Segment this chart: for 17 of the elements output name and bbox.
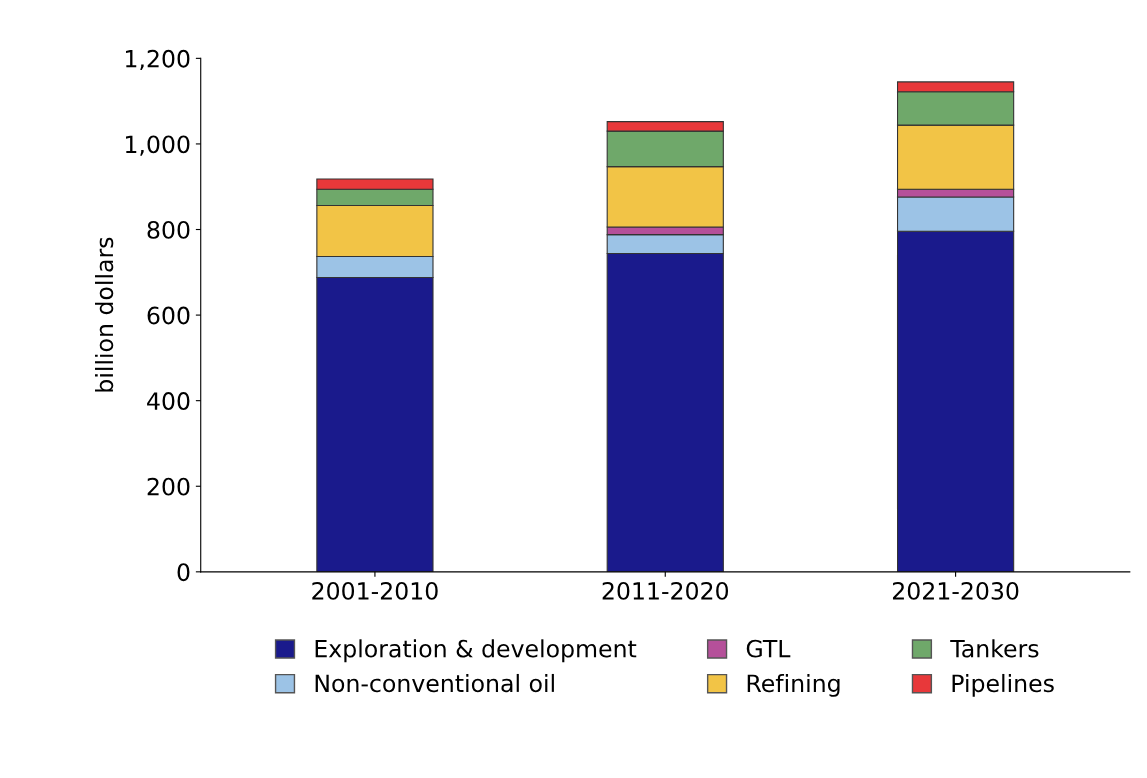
legend-label: Tankers — [950, 639, 1039, 658]
x-tick-label: 2011-2020 — [602, 581, 729, 600]
legend-label: Non-conventional oil — [315, 673, 554, 693]
y-tick-label: 400 — [147, 392, 190, 410]
y-tick-label: 600 — [147, 306, 190, 325]
y-tick-label: 1,000 — [126, 135, 190, 156]
y-tick-label: 200 — [147, 477, 190, 496]
legend-label: GTL — [746, 639, 791, 658]
y-tick-label: 1,200 — [126, 49, 190, 71]
legend-label: Pipelines — [952, 673, 1054, 697]
legend-label: Exploration & development — [315, 639, 637, 663]
y-tick-label: 0 — [177, 563, 190, 582]
x-tick-label: 2021-2030 — [892, 581, 1019, 600]
y-tick-label: 800 — [147, 220, 190, 239]
legend-label: Refining — [747, 673, 840, 697]
y-axis-title: billion dollars — [95, 237, 114, 392]
x-tick-label: 2001-2010 — [312, 581, 438, 600]
